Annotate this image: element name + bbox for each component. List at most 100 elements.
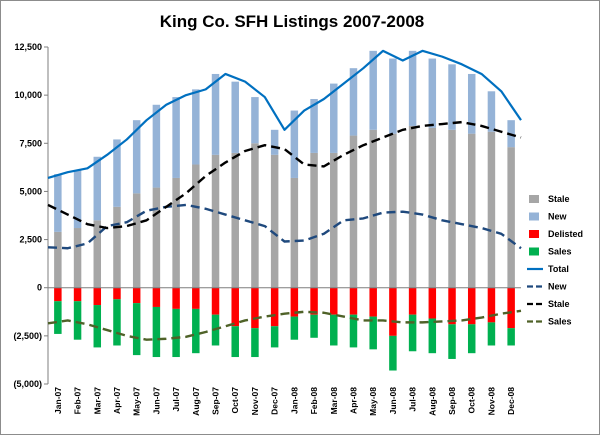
bar-new: [290, 110, 299, 178]
bar-delisted: [349, 287, 358, 315]
x-tick-label: Aug-07: [191, 387, 201, 416]
bar-new: [113, 139, 121, 207]
bar-delisted: [113, 287, 121, 300]
x-tick-label: Oct-08: [467, 387, 477, 414]
x-tick-label: Nov-07: [250, 387, 260, 416]
x-tick-label: Aug-08: [427, 387, 437, 416]
x-tick-label: Nov-08: [486, 387, 496, 416]
bar-sales: [389, 335, 397, 371]
bar-sales: [507, 328, 515, 346]
chart-axes: [47, 47, 521, 384]
bar-delisted: [389, 287, 397, 336]
x-tick-label: Jan-07: [53, 387, 63, 414]
bar-new: [408, 50, 417, 126]
x-tick-label: Mar-07: [92, 387, 102, 415]
bar-delisted: [369, 287, 377, 317]
x-tick-label: Mar-08: [329, 387, 339, 415]
bar-stale: [290, 177, 299, 288]
bar-stale: [132, 193, 141, 288]
bar-sales: [172, 308, 180, 358]
bar-sales: [290, 316, 299, 340]
bar-delisted: [408, 287, 417, 315]
bar-delisted: [310, 287, 318, 315]
y-axis-ticks: 12,500 10,000 7,500 5,000 2,500 0 (2,500) (5,00…: [13, 42, 48, 389]
bar-stale: [211, 154, 220, 288]
x-tick-label: Sep-07: [211, 387, 221, 415]
bar-new: [448, 64, 456, 130]
bar-stale: [231, 152, 239, 288]
y-tick-label: (5,000): [13, 379, 42, 389]
bar-sales: [251, 328, 259, 358]
line-sales-dashed: [47, 309, 522, 341]
x-axis-ticks: Jan-07 Feb-07 Mar-07 Apr-07 May-07 Jun-07 Jul-…: [53, 387, 516, 416]
bar-stale: [113, 206, 121, 288]
bar-sales: [231, 326, 239, 358]
legend-label: Stale: [548, 194, 570, 204]
bar-sales: [310, 314, 318, 338]
y-tick-label: 10,000: [14, 90, 42, 100]
bar-sales: [113, 299, 121, 346]
bar-stale: [389, 133, 397, 288]
bar-stale: [93, 220, 102, 288]
bar-new: [172, 97, 180, 178]
x-tick-label: Feb-07: [73, 387, 83, 415]
x-tick-label: Oct-07: [230, 387, 240, 414]
bar-sales: [192, 308, 200, 354]
line-new-dashed: [47, 203, 522, 250]
bar-sales: [408, 314, 417, 352]
y-tick-label: 0: [37, 283, 42, 293]
bar-new: [54, 174, 62, 232]
bar-stale: [448, 129, 456, 288]
bar-new: [428, 58, 437, 128]
bar-delisted: [507, 287, 515, 329]
bar-new: [467, 73, 476, 134]
bar-stale: [172, 177, 180, 288]
bar-sales: [330, 314, 338, 346]
bar-new: [73, 170, 82, 229]
bar-new: [132, 120, 141, 194]
y-tick-label: 5,000: [19, 186, 42, 196]
bar-delisted: [93, 287, 102, 306]
x-tick-label: Jul-07: [171, 387, 181, 412]
x-tick-label: Feb-08: [309, 387, 319, 415]
bar-stale: [251, 143, 259, 288]
x-tick-label: May-07: [132, 387, 142, 416]
bar-delisted: [251, 287, 259, 329]
bar-sales: [349, 314, 358, 348]
bar-delisted: [152, 287, 161, 307]
bar-series: [54, 50, 515, 371]
legend-swatch: [529, 195, 539, 203]
chart-legend: Stale New Delisted Sales Total New Stale Sales: [527, 194, 583, 327]
bar-new: [310, 98, 318, 153]
bar-sales: [369, 316, 377, 350]
bar-stale: [369, 129, 377, 288]
bar-stale: [428, 127, 437, 288]
bar-new: [93, 156, 102, 221]
legend-swatch: [529, 247, 539, 256]
legend-label: Stale: [548, 299, 570, 309]
bar-stale: [54, 231, 62, 288]
legend-label: Sales: [548, 247, 572, 257]
bar-delisted: [73, 287, 82, 302]
bar-new: [192, 89, 200, 165]
bar-stale: [152, 187, 161, 288]
bar-stale: [467, 133, 476, 288]
bar-sales: [132, 303, 141, 356]
bar-stale: [330, 152, 338, 288]
y-tick-label: (2,500): [13, 331, 42, 341]
bar-delisted: [231, 287, 239, 327]
x-tick-label: Sep-08: [447, 387, 457, 415]
bar-new: [369, 50, 377, 130]
bar-sales: [54, 301, 62, 334]
bar-sales: [487, 322, 496, 346]
bar-stale: [192, 164, 200, 288]
bar-delisted: [330, 287, 338, 315]
y-tick-label: 7,500: [19, 138, 42, 148]
bar-delisted: [192, 287, 200, 309]
y-tick-label: 2,500: [19, 235, 42, 245]
bar-sales: [428, 318, 437, 354]
x-tick-label: Dec-07: [270, 387, 280, 415]
bar-stale: [310, 152, 318, 288]
